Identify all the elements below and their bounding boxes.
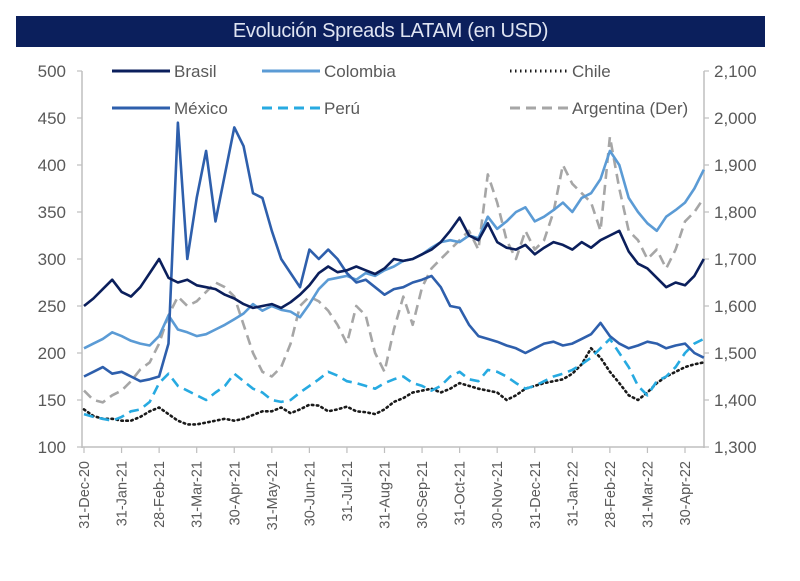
y-right-tick-label: 1,800 [714,203,757,222]
y-right-tick-label: 1,400 [714,391,757,410]
x-tick-label: 31-Dec-20 [77,461,93,529]
x-tick-label: 31-Oct-21 [453,461,469,525]
y-right-tick-label: 1,300 [714,438,757,457]
x-tick-label: 30-Jun-21 [302,461,318,526]
x-tick-label: 31-Jul-21 [340,461,356,521]
x-tick-label: 31-May-21 [265,461,281,530]
y-left-tick-label: 500 [38,62,66,81]
series-line-m-xico [83,121,705,383]
y-left-tick-label: 400 [38,156,66,175]
x-tick-label: 30-Apr-21 [227,461,243,525]
y-left-tick-label: 300 [38,250,66,269]
y-left-tick-label: 350 [38,203,66,222]
series-group [82,121,706,426]
axes: 100 150 200 250 300 350 400 450 500 1,300 1,400 1,5… [38,62,757,530]
x-tick-label: 28-Feb-21 [152,461,168,528]
y-left-tick-label: 150 [38,391,66,410]
y-right-tick-label: 1,700 [714,250,757,269]
x-tick-label: 30-Sep-21 [415,461,431,529]
legend-label: Chile [572,62,611,81]
series-line-chile [82,346,706,426]
y-right-tick-label: 2,000 [714,109,757,128]
y-right-tick-label: 2,100 [714,62,757,81]
y-right-tick-label: 1,500 [714,344,757,363]
legend: Brasil Colombia Chile México Perú Argentina (… [112,62,688,118]
series-line-per [83,337,705,423]
y-left-tick-label: 250 [38,297,66,316]
x-tick-label: 28-Feb-22 [603,461,619,528]
x-tick-label: 31-Mar-21 [190,461,206,528]
series-line-colombia [83,149,705,350]
y-left-tick-label: 450 [38,109,66,128]
x-tick-label: 31-Aug-21 [378,461,394,529]
y-left-tick-label: 100 [38,438,66,457]
x-tick-label: 31-Jan-22 [565,461,581,526]
x-tick-label: 31-Dec-21 [528,461,544,529]
x-tick-label: 31-Mar-22 [640,461,656,528]
legend-label: Brasil [174,62,217,81]
x-tick-label: 30-Nov-21 [490,461,506,529]
series-line-argentina-der [83,135,705,404]
y-left-tick-label: 200 [38,344,66,363]
chart-title: Evolución Spreads LATAM (en USD) [16,16,765,47]
series-line-brasil [83,216,705,310]
legend-label: Colombia [324,62,396,81]
legend-label: México [174,99,228,118]
legend-label: Perú [324,99,360,118]
x-tick-label: 31-Jan-21 [115,461,131,526]
y-right-tick-label: 1,900 [714,156,757,175]
y-right-tick-label: 1,600 [714,297,757,316]
x-tick-label: 30-Apr-22 [678,461,694,525]
legend-label: Argentina (Der) [572,99,688,118]
